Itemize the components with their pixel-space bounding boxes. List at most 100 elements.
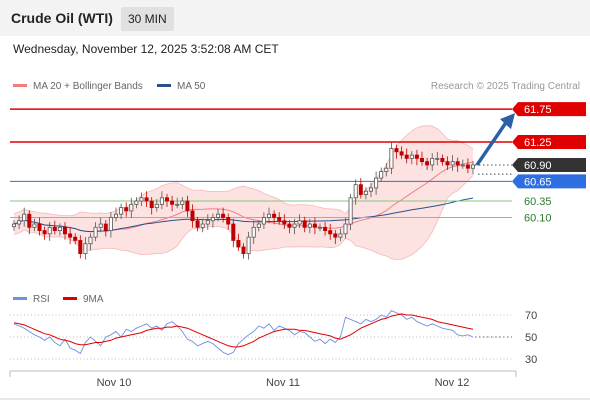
candle-body: [241, 246, 246, 254]
candle-body: [323, 226, 328, 232]
candle-body: [292, 223, 297, 228]
level-tag-60-65: [512, 174, 586, 189]
candle-body: [414, 154, 419, 159]
candle-body: [343, 223, 348, 235]
candle-body: [374, 177, 379, 189]
bottom-divider: [0, 398, 590, 400]
candle-body: [440, 157, 445, 163]
candle-body: [277, 217, 282, 222]
rsi-tick-30: 30: [525, 354, 537, 366]
level-label-60-65: 60.65: [524, 176, 552, 188]
candle-body: [195, 220, 200, 228]
candle-body: [93, 226, 98, 238]
legend-9ma-swatch: [63, 296, 77, 300]
candle-body: [266, 213, 271, 218]
candle-body: [384, 167, 389, 172]
forecast-arrow-head: [500, 113, 515, 130]
legend-rsi-label: RSI: [33, 294, 50, 305]
level-tag-61-75: [512, 102, 586, 117]
candle-body: [353, 184, 358, 199]
candle-body: [149, 200, 154, 209]
rsi-tick-70: 70: [525, 310, 537, 322]
candle-body: [246, 236, 251, 254]
legend-ma20: MA 20 + Bollinger Bands: [13, 81, 143, 92]
candle-body: [27, 213, 32, 228]
candle-body: [42, 230, 47, 235]
candle-body: [73, 236, 78, 241]
credit-text: Research © 2025 Trading Central: [430, 81, 580, 92]
candle-body: [236, 240, 241, 248]
candle-body: [154, 203, 159, 209]
candle-body: [103, 223, 108, 232]
rsi-tick-50: 50: [525, 332, 537, 344]
candle-body: [32, 223, 37, 228]
candle-body: [425, 161, 430, 166]
candle-body: [164, 197, 169, 202]
candle-body: [83, 243, 88, 254]
candle-body: [170, 200, 175, 205]
candle-body: [465, 164, 470, 169]
candle-body: [348, 197, 353, 225]
legend-ma50-swatch: [157, 83, 171, 87]
candle-body: [108, 217, 113, 232]
candle-body: [307, 223, 312, 228]
legend-ma50-label: MA 50: [177, 81, 206, 92]
candle-body: [328, 230, 333, 235]
candle-body: [129, 203, 134, 212]
datetime-label: Wednesday, November 12, 2025 3:52:08 AM …: [13, 42, 279, 56]
candle-body: [134, 200, 139, 205]
candle-body: [363, 190, 368, 195]
candle-body: [409, 154, 414, 159]
candle-body: [37, 223, 42, 232]
candle-body: [256, 223, 261, 228]
candle-body: [287, 223, 292, 228]
x-tick-label: Nov 12: [435, 377, 470, 389]
level-label-60-90: 60.90: [524, 160, 552, 172]
candle-body: [251, 226, 256, 238]
candle-body: [261, 217, 266, 225]
candle-body: [63, 226, 68, 235]
candle-body: [419, 157, 424, 163]
candle-body: [88, 236, 93, 245]
candle-body: [450, 161, 455, 166]
candle-body: [68, 233, 73, 238]
legend-ma20-swatch: [13, 83, 27, 87]
level-label-61-75: 61.75: [524, 104, 552, 116]
legend-9ma-label: 9MA: [83, 294, 104, 305]
candle-body: [226, 217, 231, 225]
candle-body: [144, 197, 149, 202]
rsi-9ma-line: [13, 313, 474, 348]
bollinger-band-fill: [14, 125, 473, 260]
level-label-60-10: 60.10: [524, 212, 552, 224]
candle-body: [404, 154, 409, 159]
candle-body: [333, 233, 338, 238]
candle-body: [282, 220, 287, 225]
candle-body: [470, 164, 475, 169]
candle-body: [317, 226, 322, 229]
candle-body: [297, 220, 302, 225]
candle-body: [231, 223, 236, 241]
candle-body: [389, 148, 394, 169]
legend-9ma: 9MA: [63, 294, 104, 305]
candle-body: [460, 164, 465, 167]
candle-body: [190, 210, 195, 222]
x-tick-label: Nov 10: [97, 377, 132, 389]
level-tag-61-25: [512, 134, 586, 149]
legend-rsi-swatch: [13, 296, 27, 300]
candle-body: [22, 213, 27, 222]
candle-body: [119, 207, 124, 215]
candle-body: [312, 223, 317, 228]
candle-body: [200, 223, 205, 228]
level-label-60-35: 60.35: [524, 196, 552, 208]
candle-body: [445, 161, 450, 166]
candle-body: [17, 220, 22, 225]
timeframe-badge[interactable]: 30 MIN: [121, 7, 174, 31]
candle-body: [78, 240, 83, 254]
rsi-line: [13, 310, 474, 356]
candle-body: [338, 233, 343, 238]
candle-body: [52, 226, 57, 232]
candle-body: [302, 220, 307, 228]
legend-ma20-label: MA 20 + Bollinger Bands: [33, 81, 143, 92]
candle-body: [47, 226, 52, 235]
forecast-arrow-shaft: [475, 120, 509, 166]
